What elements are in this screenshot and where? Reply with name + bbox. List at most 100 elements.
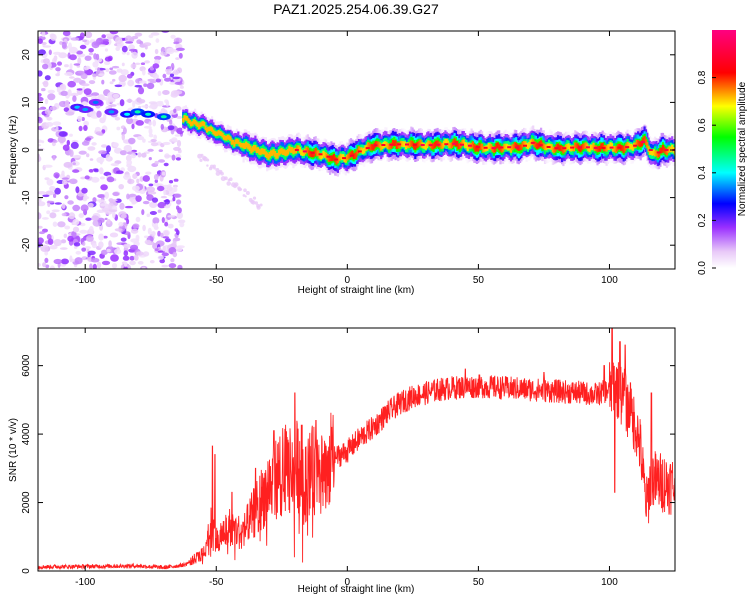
ridge-cell bbox=[584, 142, 587, 148]
ridge-cell bbox=[450, 142, 454, 148]
noise-speckle bbox=[79, 44, 87, 50]
ridge-cell bbox=[317, 150, 320, 156]
ridge-cell bbox=[331, 155, 334, 161]
noise-speckle bbox=[38, 263, 41, 267]
ridge-peak bbox=[664, 149, 669, 151]
ridge-cell bbox=[444, 139, 447, 145]
noise-speckle bbox=[166, 186, 173, 192]
noise-speckle bbox=[170, 34, 176, 39]
noise-speckle bbox=[126, 51, 130, 56]
ridge-cell bbox=[292, 148, 295, 155]
ridge-cell bbox=[536, 143, 539, 150]
ridge-peak bbox=[570, 146, 575, 149]
noise-speckle bbox=[39, 231, 45, 235]
ridge-peak bbox=[436, 143, 441, 146]
noise-speckle bbox=[53, 193, 57, 198]
noise-speckle bbox=[101, 79, 105, 85]
noise-speckle bbox=[114, 84, 123, 88]
ridge-cell bbox=[574, 142, 577, 149]
streak-speckle bbox=[212, 164, 216, 168]
ridge-cell bbox=[297, 145, 300, 151]
streak-speckle bbox=[199, 158, 203, 162]
noise-speckle bbox=[137, 86, 145, 95]
noise-speckle bbox=[164, 77, 172, 82]
signal-blob-core bbox=[82, 107, 89, 112]
noise-speckle bbox=[126, 117, 133, 125]
noise-speckle bbox=[172, 251, 178, 258]
noise-speckle bbox=[122, 255, 130, 261]
noise-speckle bbox=[175, 57, 180, 60]
ridge-peak bbox=[452, 142, 457, 145]
ridge-cell bbox=[249, 145, 252, 152]
noise-speckle bbox=[85, 137, 92, 141]
noise-speckle bbox=[143, 235, 149, 239]
ridge-cell bbox=[659, 147, 662, 154]
noise-speckle bbox=[152, 217, 160, 224]
noise-speckle bbox=[146, 194, 154, 201]
ridge-peak bbox=[656, 151, 661, 154]
noise-speckle bbox=[44, 109, 52, 115]
noise-speckle bbox=[123, 144, 132, 152]
y-tick-label: -20 bbox=[21, 238, 32, 253]
noise-speckle bbox=[120, 82, 126, 86]
ridge-cell bbox=[369, 144, 372, 151]
noise-speckle bbox=[142, 69, 146, 76]
ridge-cell bbox=[301, 150, 304, 156]
noise-speckle bbox=[38, 201, 46, 207]
x-tick-label: 100 bbox=[601, 275, 618, 286]
noise-speckle bbox=[87, 146, 96, 151]
ridge-cell bbox=[558, 145, 561, 151]
ridge-cell bbox=[563, 146, 566, 153]
noise-speckle bbox=[87, 202, 94, 208]
y-tick-label: 4000 bbox=[21, 423, 32, 446]
noise-speckle bbox=[108, 240, 112, 248]
ridge-cell bbox=[287, 148, 290, 155]
ridge-cell bbox=[204, 125, 207, 131]
ridge-peak bbox=[460, 143, 464, 146]
noise-speckle bbox=[44, 75, 51, 81]
noise-speckle bbox=[169, 81, 177, 85]
noise-speckle bbox=[80, 73, 88, 80]
noise-speckle bbox=[170, 258, 175, 263]
ridge-cell bbox=[289, 147, 292, 153]
ridge-cell bbox=[188, 119, 191, 125]
x-tick-label: 50 bbox=[473, 577, 485, 588]
ridge-peak bbox=[562, 147, 567, 150]
ridge-cell bbox=[228, 135, 231, 140]
noise-speckle bbox=[54, 202, 62, 205]
ridge-cell bbox=[600, 143, 603, 150]
ridge-cell bbox=[273, 151, 277, 157]
noise-speckle bbox=[148, 121, 152, 126]
ridge-cell bbox=[232, 139, 235, 145]
ridge-peak bbox=[412, 143, 417, 146]
noise-speckle bbox=[154, 48, 159, 55]
noise-speckle bbox=[145, 171, 152, 175]
spectrogram-x-axis: -100 -50 0 50 100 bbox=[75, 31, 618, 286]
ridge-cell bbox=[482, 146, 485, 153]
chart-title: PAZ1.2025.254.06.39.G27 bbox=[273, 1, 439, 17]
ridge-peak bbox=[428, 144, 433, 147]
noise-speckle bbox=[106, 99, 110, 106]
ridge-cell bbox=[631, 145, 634, 151]
noise-speckle bbox=[62, 144, 70, 151]
noise-speckle bbox=[70, 92, 79, 97]
noise-speckle bbox=[49, 265, 55, 269]
noise-speckle bbox=[103, 235, 108, 239]
noise-speckle bbox=[148, 183, 154, 187]
ridge-cell bbox=[545, 144, 548, 151]
noise-speckle bbox=[162, 73, 167, 79]
noise-speckle bbox=[148, 34, 154, 39]
ridge-cell bbox=[283, 149, 286, 156]
noise-speckle bbox=[157, 230, 161, 237]
noise-speckle bbox=[143, 83, 148, 87]
noise-speckle bbox=[148, 105, 155, 109]
noise-speckle bbox=[67, 80, 76, 88]
ridge-cell bbox=[325, 152, 328, 159]
noise-speckle bbox=[53, 258, 63, 265]
snr-series-line bbox=[38, 328, 675, 571]
noise-speckle bbox=[101, 144, 108, 148]
noise-speckle bbox=[91, 242, 97, 249]
noise-speckle bbox=[164, 238, 171, 243]
noise-speckle bbox=[41, 31, 46, 38]
colorbar-gradient bbox=[712, 30, 736, 268]
